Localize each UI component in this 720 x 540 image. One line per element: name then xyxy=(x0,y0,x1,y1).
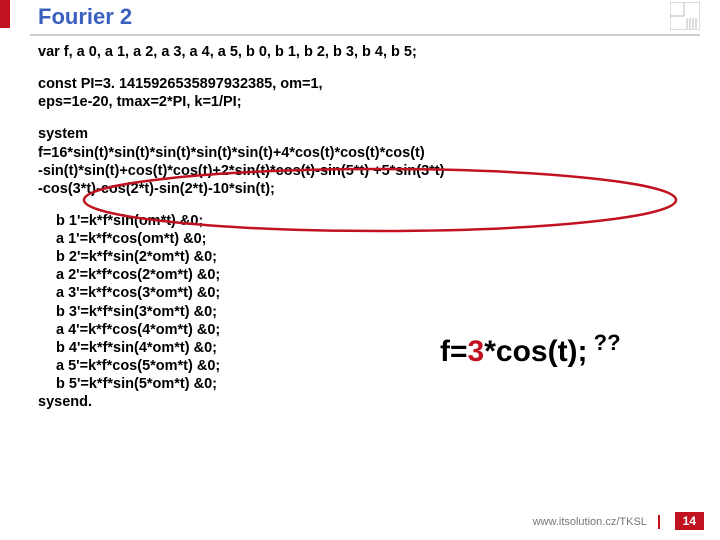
footer-url: www.itsolution.cz/TKSL xyxy=(533,516,647,528)
equations-block: b 1'=k*f*sin(om*t) &0; a 1'=k*f*cos(om*t… xyxy=(38,212,700,411)
logo-icon xyxy=(670,2,700,30)
sysend-line: sysend. xyxy=(38,393,700,411)
annot-highlight: 3 xyxy=(468,335,485,368)
annotation: f=3*cos(t); ?? xyxy=(440,330,621,369)
page-title: Fourier 2 xyxy=(38,4,132,30)
var-line: var f, a 0, a 1, a 2, a 3, a 4, a 5, b 0… xyxy=(38,43,700,61)
annot-question: ?? xyxy=(588,330,621,355)
system-line: f=16*sin(t)*sin(t)*sin(t)*sin(t)*sin(t)+… xyxy=(38,144,700,162)
eq-line: b 5'=k*f*sin(5*om*t) &0; xyxy=(38,375,700,393)
system-line: system xyxy=(38,125,700,143)
eq-line: a 2'=k*f*cos(2*om*t) &0; xyxy=(38,266,700,284)
const-line-2: eps=1e-20, tmax=2*PI, k=1/PI; xyxy=(38,93,700,111)
divider xyxy=(30,34,700,36)
eq-line: b 2'=k*f*sin(2*om*t) &0; xyxy=(38,248,700,266)
annot-suffix: *cos(t); xyxy=(484,335,587,368)
page-number: 14 xyxy=(675,512,704,530)
footer: www.itsolution.cz/TKSL 14 xyxy=(533,512,704,530)
slide: Fourier 2 var f, a 0, a 1, a 2, a 3, a 4… xyxy=(0,0,720,540)
annot-prefix: f= xyxy=(440,335,468,368)
footer-separator xyxy=(658,515,660,529)
accent-bar xyxy=(0,0,10,28)
highlight-ellipse xyxy=(80,165,680,235)
eq-line: a 3'=k*f*cos(3*om*t) &0; xyxy=(38,284,700,302)
eq-line: b 3'=k*f*sin(3*om*t) &0; xyxy=(38,303,700,321)
const-line-1: const PI=3. 1415926535897932385, om=1, xyxy=(38,75,700,93)
const-block: const PI=3. 1415926535897932385, om=1, e… xyxy=(38,75,700,111)
